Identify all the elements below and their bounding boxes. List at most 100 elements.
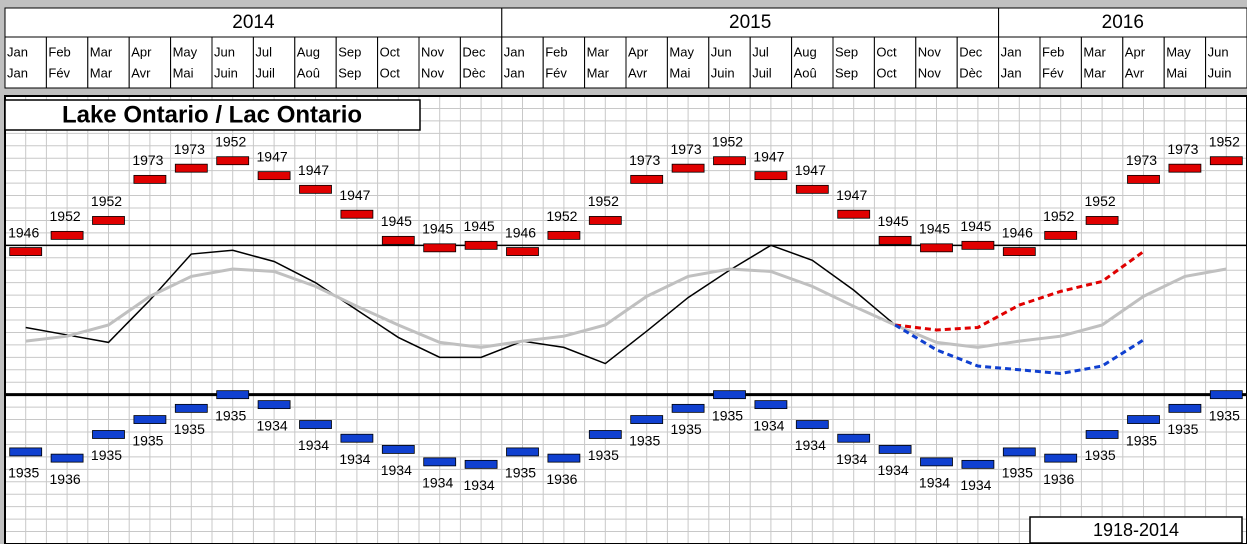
record-low-year: 1934: [381, 462, 412, 478]
month-label-fr: Jan: [7, 65, 28, 80]
record-low-year: 1934: [257, 417, 288, 433]
month-label: Nov: [421, 44, 445, 59]
record-low-year: 1934: [878, 462, 909, 478]
record-high-bar: [671, 163, 705, 173]
record-high-year: 1952: [215, 133, 246, 149]
record-low-year: 1935: [588, 447, 619, 463]
month-label-fr: Juil: [752, 65, 772, 80]
record-low-year: 1935: [629, 432, 660, 448]
month-cell: [170, 36, 213, 89]
month-label-fr: Nov: [918, 65, 942, 80]
record-low-bar: [381, 445, 415, 454]
month-label: Nov: [918, 44, 942, 59]
record-low-bar: [878, 445, 912, 454]
record-high-bar: [961, 240, 995, 250]
month-cell: [252, 36, 296, 89]
record-low-bar: [216, 390, 250, 400]
record-high-bar: [878, 235, 912, 245]
record-high-year: 1946: [1002, 224, 1033, 240]
month-label-fr: Oct: [876, 65, 897, 80]
month-cell: [708, 36, 751, 89]
record-high-bar: [754, 171, 788, 181]
record-high-bar: [423, 243, 457, 253]
record-high-bar: [257, 171, 291, 181]
record-high-bar: [216, 156, 250, 166]
month-label: Feb: [48, 44, 70, 59]
record-low-bar: [257, 400, 291, 410]
month-label-fr: Juin: [711, 65, 735, 80]
record-high-bar: [1002, 247, 1036, 256]
month-label: Jun: [214, 44, 235, 59]
record-high-bar: [1209, 156, 1243, 166]
month-label: Oct: [380, 44, 401, 59]
title-box: [4, 99, 421, 131]
month-cell: [791, 36, 834, 89]
record-low-year: 1935: [215, 407, 246, 423]
month-label: Apr: [628, 44, 649, 59]
record-low-bar: [174, 403, 208, 413]
record-high-year: 1947: [753, 148, 784, 164]
month-label-fr: Aoû: [794, 65, 817, 80]
record-high-year: 1947: [257, 148, 288, 164]
month-label-fr: Fév: [48, 65, 70, 80]
record-low-bar: [754, 400, 788, 410]
month-cell: [377, 36, 420, 89]
record-low-bar: [961, 459, 995, 469]
month-label-fr: Fév: [1042, 65, 1064, 80]
record-low-year: 1934: [919, 475, 950, 491]
record-high-year: 1952: [1209, 133, 1240, 149]
month-label-fr: Mar: [1083, 65, 1106, 80]
record-high-year: 1952: [712, 133, 743, 149]
record-low-bar: [630, 415, 664, 424]
month-cell: [418, 36, 461, 89]
level-line: [894, 250, 1145, 332]
record-high-bar: [340, 209, 374, 219]
record-high-bar: [381, 235, 415, 245]
month-label-fr: Mar: [587, 65, 610, 80]
level-line: [894, 323, 1145, 376]
record-low-bar: [1127, 415, 1160, 424]
month-cell: [1122, 36, 1165, 89]
record-high-year: 1946: [8, 224, 39, 240]
record-high-year: 1952: [546, 208, 577, 224]
month-label-fr: Mar: [90, 65, 113, 80]
record-low-year: 1935: [671, 421, 702, 437]
record-low-bar: [340, 433, 374, 443]
record-high-year: 1945: [878, 213, 909, 229]
year-label: 2014: [232, 12, 275, 33]
record-high-year: 1945: [960, 218, 991, 234]
record-low-year: 1935: [132, 432, 163, 448]
record-low-year: 1935: [1209, 407, 1240, 423]
record-high-bar: [920, 243, 953, 253]
month-label: Sep: [835, 44, 858, 59]
record-high-bar: [133, 174, 167, 184]
month-label-fr: Juin: [1208, 65, 1232, 80]
month-label: Sep: [338, 44, 361, 59]
month-cell: [584, 36, 627, 89]
record-low-year: 1935: [1167, 421, 1198, 437]
record-high-year: 1973: [174, 141, 205, 157]
record-high-year: 1973: [132, 152, 163, 168]
year-label: 2015: [729, 12, 771, 33]
record-low-bar: [547, 453, 581, 463]
record-low-bar: [671, 403, 705, 413]
record-low-bar: [1085, 430, 1119, 439]
month-cell: [1163, 36, 1207, 89]
period-box: [1029, 516, 1243, 544]
month-label-fr: Sep: [338, 65, 361, 80]
record-high-year: 1952: [1085, 193, 1116, 209]
record-high-year: 1973: [1167, 141, 1198, 157]
month-label-fr: Jan: [504, 65, 525, 80]
record-low-year: 1934: [836, 451, 867, 467]
record-high-year: 1947: [795, 162, 826, 178]
record-high-bar: [1168, 163, 1202, 173]
month-cell: [1205, 36, 1247, 89]
month-label-fr: Mai: [173, 65, 194, 80]
month-label: Jun: [711, 44, 732, 59]
record-high-year: 1947: [298, 162, 329, 178]
month-label: Feb: [545, 44, 567, 59]
month-label-fr: Nov: [421, 65, 445, 80]
record-high-year: 1945: [464, 218, 495, 234]
record-high-bar: [713, 156, 746, 166]
